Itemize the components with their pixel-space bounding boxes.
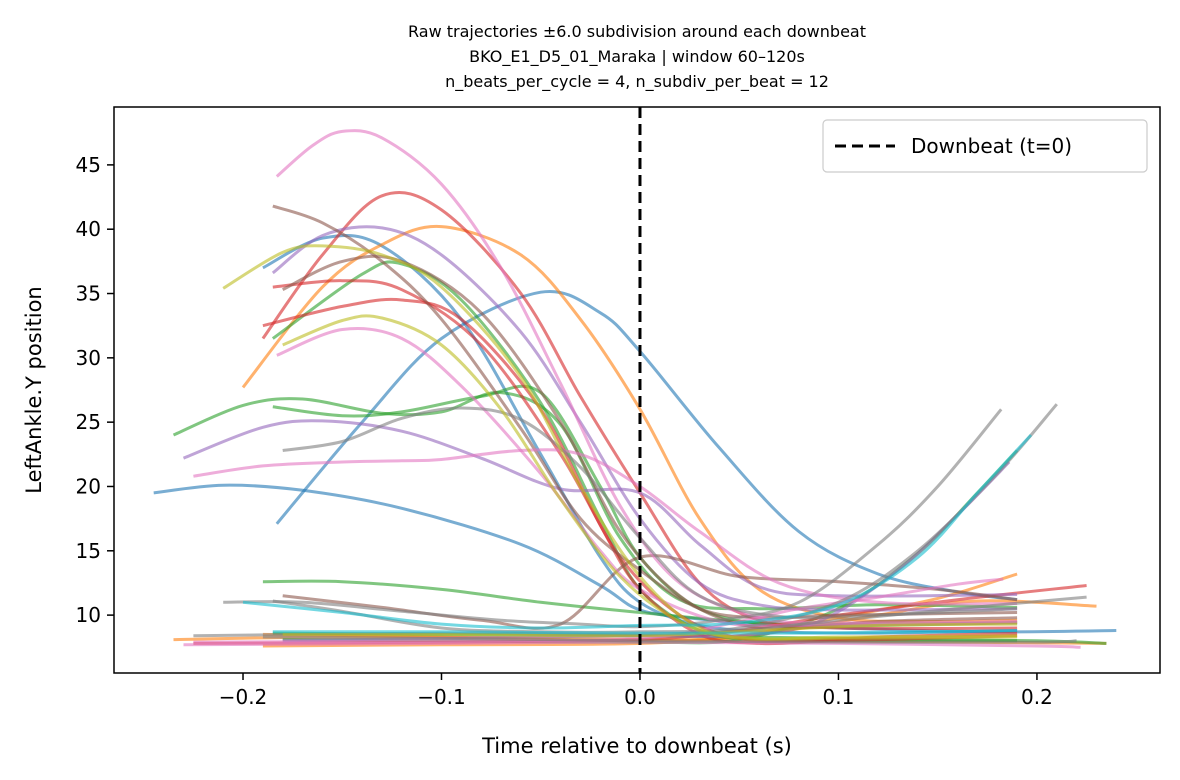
trajectory-line-24 [275, 129, 1018, 625]
series-layer [153, 129, 1117, 649]
x-axis: −0.2 −0.1 0.0 0.1 0.2 [219, 673, 1053, 709]
y-tick-label: 40 [76, 217, 101, 241]
y-tick-label: 35 [76, 282, 101, 306]
trajectory-line-35 [282, 314, 1018, 641]
y-axis: 10 15 20 25 30 35 40 45 [76, 153, 114, 627]
x-tick-label: 0.1 [823, 685, 855, 709]
legend: Downbeat (t=0) [822, 119, 1148, 173]
chart-title: Raw trajectories ±6.0 subdivision around… [408, 22, 866, 92]
trajectory-line-38 [272, 629, 1018, 635]
x-tick-label: 0.0 [624, 685, 656, 709]
title-line-3: n_beats_per_cycle = 4, n_subdiv_per_beat… [445, 72, 829, 92]
y-axis-label: LeftAnkle.Y position [22, 286, 46, 493]
legend-label-downbeat: Downbeat (t=0) [911, 134, 1072, 158]
x-tick-label: 0.2 [1021, 685, 1053, 709]
x-axis-label: Time relative to downbeat (s) [481, 734, 792, 758]
trajectory-line-33 [262, 635, 1077, 644]
trajectory-line-19 [182, 419, 1018, 598]
x-tick-label: −0.1 [417, 685, 466, 709]
y-tick-label: 30 [76, 346, 101, 370]
trajectory-line-2 [275, 289, 1018, 602]
y-tick-label: 45 [76, 153, 101, 177]
trajectory-line-22 [282, 254, 1018, 630]
legend-box [822, 119, 1148, 173]
trajectory-line-26 [193, 448, 1018, 606]
y-tick-label: 15 [76, 539, 101, 563]
trajectory-line-36 [282, 622, 1018, 638]
y-tick-label: 25 [76, 410, 101, 434]
trajectory-line-37 [242, 433, 1033, 630]
plot-area [113, 106, 1161, 674]
y-tick-label: 10 [76, 603, 101, 627]
title-line-1: Raw trajectories ±6.0 subdivision around… [408, 22, 866, 41]
title-line-2: BKO_E1_D5_01_Maraka | window 60–120s [469, 47, 805, 67]
trajectory-line-29 [282, 406, 1018, 620]
y-tick-label: 20 [76, 474, 101, 498]
x-tick-label: −0.2 [219, 685, 268, 709]
